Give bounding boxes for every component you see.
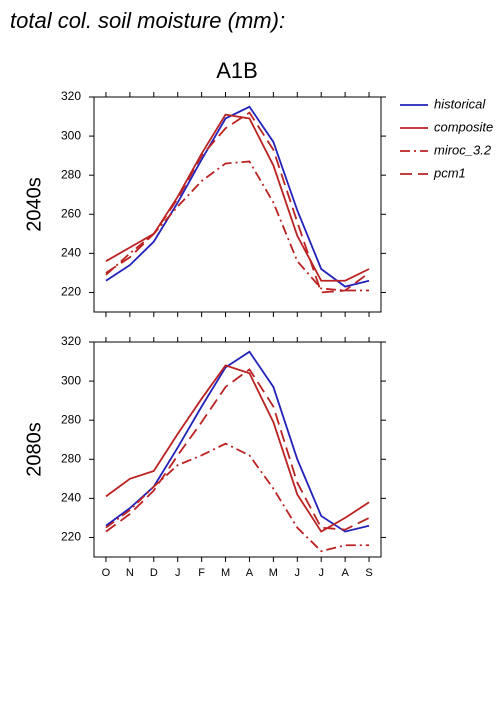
y-tick-label: 240 (61, 246, 81, 260)
y-tick-label: 240 (61, 491, 81, 505)
legend-label: historical (434, 96, 486, 111)
y-tick-label: 280 (61, 167, 81, 181)
x-tick-label: J (295, 567, 301, 579)
legend-label: pcm1 (433, 165, 466, 180)
x-tick-label: O (102, 567, 111, 579)
x-tick-label: J (175, 567, 181, 579)
series-line (105, 113, 370, 282)
legend-label: composite (434, 119, 493, 134)
x-tick-label: J (318, 567, 324, 579)
series-line (105, 442, 370, 553)
chart-subtitle: A1B (216, 58, 258, 83)
series-line (105, 368, 370, 533)
plot-frame (93, 96, 382, 313)
x-tick-label: A (246, 567, 254, 579)
legend-label: miroc_3.2 (434, 142, 492, 157)
y-tick-label: 220 (61, 530, 81, 544)
series-line (105, 364, 370, 533)
series-line (105, 105, 370, 288)
y-tick-label: 320 (61, 89, 81, 103)
y-tick-label: 300 (61, 128, 81, 142)
series-line (105, 160, 370, 292)
x-tick-label: F (198, 567, 205, 579)
x-tick-label: D (150, 567, 158, 579)
y-axis-label: 2040s (23, 177, 45, 232)
x-tick-label: M (221, 567, 230, 579)
x-tick-label: N (126, 567, 134, 579)
y-axis-label: 2080s (23, 422, 45, 477)
x-tick-label: A (341, 567, 349, 579)
y-tick-label: 260 (61, 206, 81, 220)
y-tick-label: 320 (61, 334, 81, 348)
y-tick-label: 220 (61, 285, 81, 299)
series-line (105, 350, 370, 533)
y-tick-label: 280 (61, 451, 81, 465)
plot-frame (93, 341, 382, 558)
x-tick-label: M (269, 567, 278, 579)
page-title: total col. soil moisture (mm): (10, 8, 285, 33)
x-tick-label: S (365, 567, 372, 579)
y-tick-label: 280 (61, 412, 81, 426)
series-line (105, 111, 370, 294)
y-tick-label: 300 (61, 373, 81, 387)
